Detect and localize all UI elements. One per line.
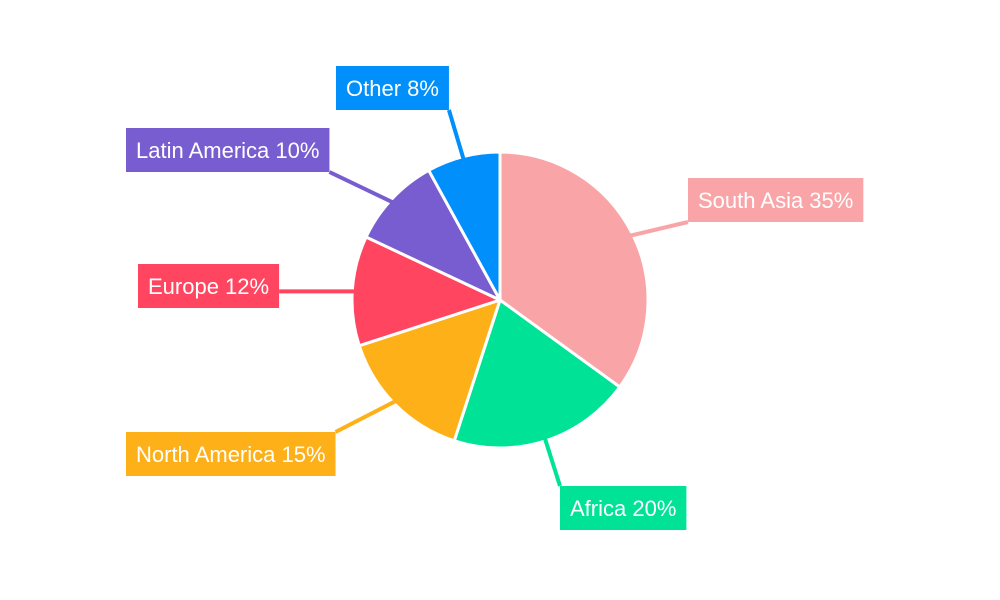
callout-line-south-asia [622, 220, 689, 240]
label-south-asia: South Asia 35% [698, 188, 853, 213]
label-box-other [336, 66, 449, 110]
callout-lines [279, 109, 689, 487]
slice-labels: South Asia 35% Africa 20% North America 15… [126, 66, 864, 530]
callout-line-other [447, 109, 468, 167]
pie-slice-south-asia[interactable] [498, 150, 650, 389]
label-box-africa [560, 486, 687, 530]
pie-slices [350, 150, 650, 450]
label-africa: Africa 20% [570, 496, 676, 521]
label-europe: Europe 12% [148, 274, 269, 299]
callout-line-latin-america [328, 170, 401, 208]
pie-slice-latin-america[interactable] [364, 168, 502, 302]
label-other: Other 8% [346, 76, 439, 101]
label-box-latin-america [126, 128, 330, 172]
label-latin-america: Latin America 10% [136, 138, 319, 163]
label-box-north-america [126, 432, 336, 476]
label-box-europe [138, 264, 280, 308]
label-north-america: North America 15% [136, 442, 326, 467]
callout-line-africa [540, 430, 562, 487]
label-box-south-asia [688, 178, 864, 222]
callout-line-north-america [334, 395, 404, 434]
